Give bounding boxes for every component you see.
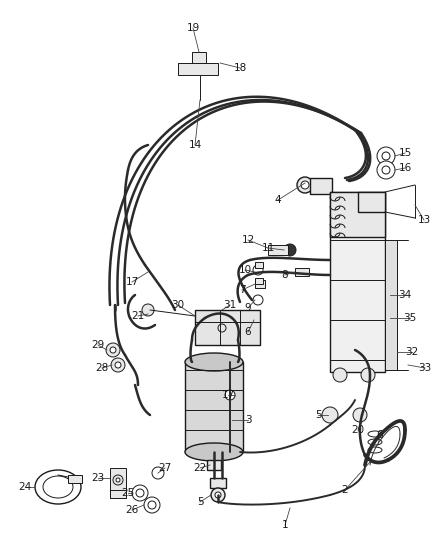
Text: 28: 28	[95, 363, 109, 373]
Circle shape	[333, 368, 347, 382]
Circle shape	[377, 161, 395, 179]
Text: 23: 23	[92, 473, 105, 483]
Bar	[330, 192, 385, 237]
Text: 19: 19	[187, 23, 200, 33]
Bar	[195, 310, 260, 345]
Text: 5: 5	[197, 497, 203, 507]
Bar	[385, 240, 397, 370]
Circle shape	[136, 489, 144, 497]
Circle shape	[382, 166, 390, 174]
Circle shape	[111, 358, 125, 372]
Text: 29: 29	[92, 340, 105, 350]
Ellipse shape	[185, 353, 243, 371]
Bar	[358, 192, 385, 212]
Text: 15: 15	[399, 148, 412, 158]
Circle shape	[115, 362, 121, 368]
Bar	[295, 268, 309, 276]
Bar	[255, 262, 263, 268]
Bar	[178, 63, 218, 75]
Text: 25: 25	[121, 488, 134, 498]
Circle shape	[322, 407, 338, 423]
Bar	[192, 52, 206, 63]
Circle shape	[301, 181, 309, 189]
Text: 33: 33	[418, 363, 431, 373]
Circle shape	[215, 492, 221, 498]
Text: 7: 7	[239, 285, 245, 295]
Text: 17: 17	[125, 277, 138, 287]
Bar	[110, 490, 126, 498]
Circle shape	[377, 147, 395, 165]
Text: 6: 6	[377, 430, 383, 440]
Bar	[110, 468, 126, 498]
Circle shape	[253, 265, 263, 275]
Text: 10: 10	[238, 265, 251, 275]
Text: 9: 9	[245, 303, 251, 313]
Circle shape	[148, 501, 156, 509]
Text: 24: 24	[18, 482, 32, 492]
Ellipse shape	[185, 443, 243, 461]
Bar	[255, 278, 263, 284]
Text: 13: 13	[417, 215, 431, 225]
Bar	[68, 475, 82, 483]
Circle shape	[116, 478, 120, 482]
Circle shape	[142, 304, 154, 316]
Text: 12: 12	[241, 235, 254, 245]
Bar	[310, 178, 332, 194]
Circle shape	[225, 390, 235, 400]
Circle shape	[353, 408, 367, 422]
Bar	[210, 478, 226, 488]
Circle shape	[144, 497, 160, 513]
Circle shape	[297, 177, 313, 193]
Text: 35: 35	[403, 313, 417, 323]
Circle shape	[106, 343, 120, 357]
Text: 21: 21	[131, 311, 145, 321]
Bar	[255, 280, 265, 288]
Text: 2: 2	[342, 485, 348, 495]
Text: 34: 34	[399, 290, 412, 300]
Circle shape	[218, 324, 226, 332]
Text: 30: 30	[171, 300, 184, 310]
Text: 27: 27	[159, 463, 172, 473]
Circle shape	[113, 475, 123, 485]
Text: 20: 20	[351, 425, 364, 435]
Text: 14: 14	[188, 140, 201, 150]
Text: 6: 6	[245, 327, 251, 337]
Circle shape	[382, 152, 390, 160]
Text: 5: 5	[314, 410, 321, 420]
Text: 18: 18	[233, 63, 247, 73]
Bar	[330, 192, 385, 372]
Circle shape	[132, 485, 148, 501]
Circle shape	[211, 488, 225, 502]
Text: 11: 11	[261, 243, 275, 253]
Circle shape	[361, 368, 375, 382]
Text: 32: 32	[406, 347, 419, 357]
Text: 8: 8	[282, 270, 288, 280]
Circle shape	[284, 244, 296, 256]
Bar	[207, 460, 221, 470]
Text: 17: 17	[221, 390, 235, 400]
Text: 3: 3	[245, 415, 251, 425]
Bar	[268, 245, 288, 255]
Text: 4: 4	[275, 195, 281, 205]
Circle shape	[253, 295, 263, 305]
Bar	[185, 362, 243, 452]
Text: 16: 16	[399, 163, 412, 173]
Text: 26: 26	[125, 505, 138, 515]
Text: 1: 1	[282, 520, 288, 530]
Text: 31: 31	[223, 300, 237, 310]
Circle shape	[110, 347, 116, 353]
Text: 22: 22	[193, 463, 207, 473]
